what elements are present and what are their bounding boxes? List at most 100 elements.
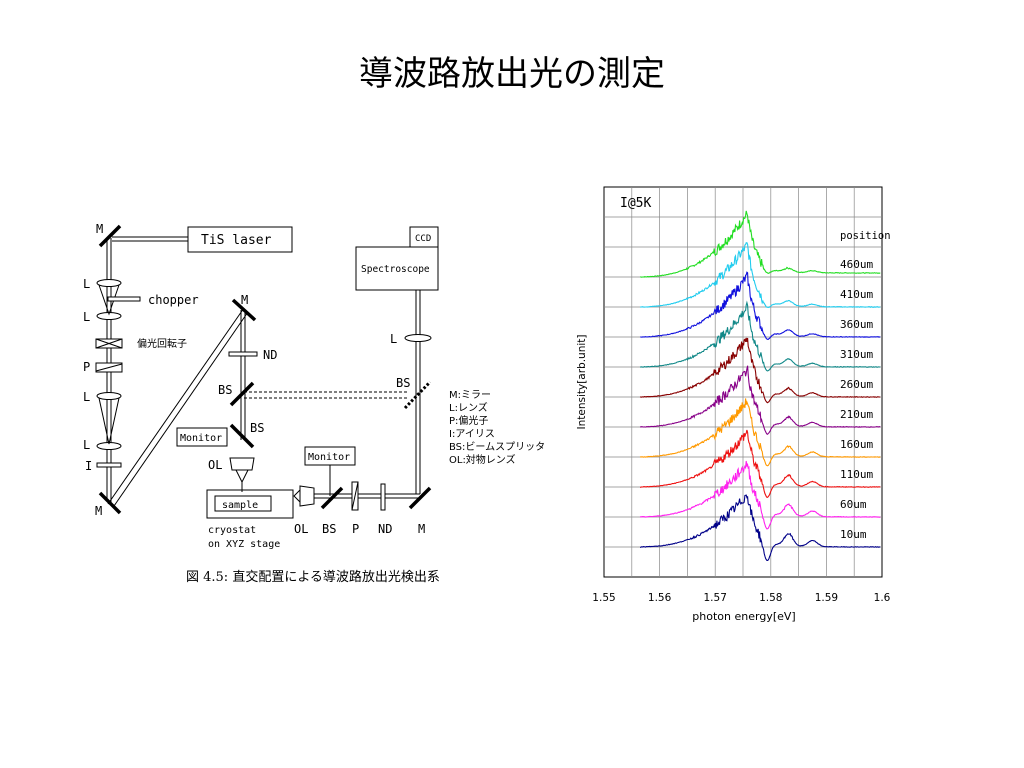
label-m-bottom-left: M (95, 504, 102, 518)
label-ol-vertical: OL (208, 458, 222, 472)
spectrum-series-260um (639, 337, 881, 404)
series-label-410um: 410um (840, 288, 873, 301)
spectrum-series-210um (639, 365, 881, 435)
series-label-310um: 310um (840, 348, 873, 361)
series-label-160um: 160um (840, 438, 873, 451)
mirror-top-left (98, 224, 122, 248)
label-stage: on XYZ stage (208, 539, 280, 550)
series-label-110um: 110um (840, 468, 873, 481)
label-polarization-rotator: 偏光回転子 (137, 337, 187, 350)
label-m-top-left: M (96, 222, 103, 236)
series-label-210um: 210um (840, 408, 873, 421)
series-label-60um: 60um (840, 498, 867, 511)
spectrum-series-310um (639, 300, 881, 372)
lens-1 (96, 279, 122, 287)
label-l-2: L (83, 310, 90, 324)
legend-line-polarizer: P:偏光子 (449, 414, 488, 427)
objective-focus-vertical (235, 469, 249, 484)
label-bs-2: BS (250, 421, 264, 435)
label-nd-top: ND (263, 348, 277, 362)
mirror-top-right (231, 298, 257, 322)
abbreviation-legend: M:ミラー L:レンズ P:偏光子 I:アイリス BS:ビームスプリッタ OL:… (449, 389, 545, 466)
polarizer-left-slash (95, 363, 123, 372)
spectrum-series-10um (640, 494, 881, 561)
x-tick-label: 1.6 (874, 592, 891, 604)
spectrum-series-410um (640, 242, 881, 309)
label-nd-bottom: ND (378, 522, 392, 536)
label-sample: sample (222, 500, 258, 511)
label-cryostat: cryostat (208, 525, 256, 536)
legend-line-mirror: M:ミラー (449, 389, 491, 401)
spectroscope-box (355, 246, 439, 291)
legend-line-iris: I:アイリス (449, 429, 495, 440)
sample-box (214, 495, 272, 512)
beam-diagonal-b (113, 311, 249, 507)
label-l-4: L (83, 438, 90, 452)
lens-3 (96, 392, 122, 400)
label-monitor-2: Monitor (308, 452, 350, 463)
label-spectroscope: Spectroscope (361, 264, 430, 275)
label-ol-horizontal: OL (294, 522, 308, 536)
chart-title: I@5K (620, 196, 651, 211)
label-tis-laser: TiS laser (201, 233, 272, 248)
label-bs-1: BS (218, 383, 232, 397)
y-axis-label: Intensity[arb.unit] (576, 335, 588, 430)
label-l-spectroscope: L (390, 332, 397, 346)
legend-line-lens: L:レンズ (449, 401, 488, 414)
label-l-3: L (83, 390, 90, 404)
objective-focus-horizontal (293, 489, 301, 503)
focus-cone-1 (98, 397, 120, 445)
chopper-blade (107, 296, 141, 302)
chart-x-ticks: 1.55 1.56 1.57 1.58 1.59 1.6 (592, 592, 890, 604)
focus-cone-2 (98, 284, 120, 316)
series-label-260um: 260um (840, 378, 873, 391)
diagram-labels: TiS laser CCD Spectroscope chopper 偏光回転子… (83, 222, 431, 550)
figure-caption: 図 4.5: 直交配置による導波路放出光検出系 (186, 569, 440, 585)
label-m-bottom-right: M (418, 522, 425, 536)
series-label-460um: 460um (840, 258, 873, 271)
legend-title: position (840, 230, 891, 242)
beam-splitter-3 (320, 486, 344, 510)
beam-diagonal-a (107, 307, 245, 505)
nd-filter-top (228, 351, 258, 357)
spectrum-chart: 460um 410um 360um 310um 260um 210um 160um 110um… (576, 186, 891, 623)
x-tick-label: 1.59 (815, 592, 838, 604)
label-bs-spectroscope: BS (396, 376, 410, 390)
spectrum-series-110um (640, 429, 881, 498)
label-p-bottom: P (352, 522, 359, 536)
chart-series (639, 210, 881, 561)
chart-series-labels: 460um 410um 360um 310um 260um 210um 160um 110um… (840, 258, 873, 541)
polarizer-bottom-slash (351, 481, 359, 511)
spectrum-series-360um (640, 271, 881, 340)
spectrum-series-60um (639, 460, 881, 530)
objective-lens-horizontal (299, 485, 315, 507)
objective-lens-vertical (229, 457, 255, 471)
legend-line-objective: OL:対物レンズ (449, 453, 516, 466)
x-tick-label: 1.55 (592, 592, 615, 604)
lens-spectroscope (404, 334, 432, 342)
spectrum-series-460um (640, 210, 881, 278)
label-m-top-right: M (241, 293, 248, 307)
x-tick-label: 1.58 (759, 592, 782, 604)
nd-filter-bottom (380, 483, 386, 511)
iris (96, 462, 122, 468)
spectrum-series-160um (639, 398, 881, 467)
beam-splitter-1 (229, 381, 255, 407)
monitor-box-1 (176, 427, 228, 447)
label-l-1: L (83, 277, 90, 291)
mirror-bottom-left (98, 491, 122, 515)
monitor-box-2 (304, 446, 356, 466)
x-axis-label: photon energy[eV] (692, 610, 795, 623)
x-tick-label: 1.56 (648, 592, 672, 604)
label-p-left: P (83, 360, 90, 374)
beam-splitter-2 (229, 423, 255, 449)
label-monitor-1: Monitor (180, 433, 222, 444)
series-label-10um: 10um (840, 528, 867, 541)
legend-line-beamsplitter: BS:ビームスプリッタ (449, 441, 545, 453)
polarization-rotator-cross (95, 338, 123, 349)
label-i: I (85, 459, 92, 473)
optical-setup-diagram (95, 224, 439, 519)
series-label-360um: 360um (840, 318, 873, 331)
x-tick-label: 1.57 (704, 592, 727, 604)
